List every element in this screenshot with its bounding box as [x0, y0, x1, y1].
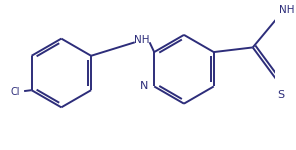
Text: N: N	[140, 81, 149, 92]
Text: 2: 2	[295, 9, 296, 18]
Text: Cl: Cl	[11, 87, 20, 97]
Text: S: S	[277, 90, 284, 100]
Text: NH: NH	[134, 35, 150, 45]
Text: NH: NH	[279, 5, 294, 15]
